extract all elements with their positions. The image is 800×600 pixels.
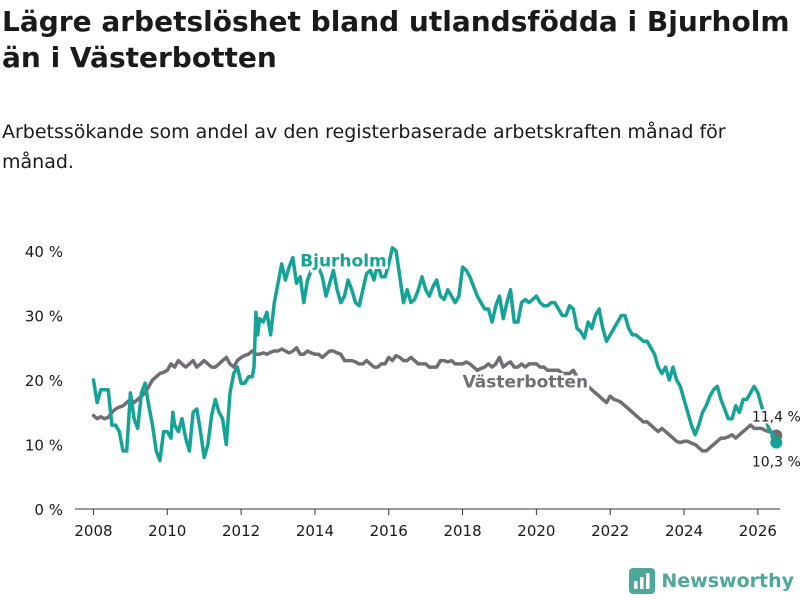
x-tick-label: 2026 [739,522,777,540]
bar-chart-icon [629,568,656,594]
x-tick-label: 2022 [591,522,629,540]
chart-subtitle: Arbetssökande som andel av den registerb… [2,121,726,173]
y-tick-label: 20 % [25,372,63,390]
x-tick-label: 2016 [370,522,408,540]
x-tick-label: 2012 [222,522,260,540]
x-tick-label: 2008 [74,522,112,540]
newsworthy-logo: Newsworthy [629,568,794,594]
series-line-vasterbotten [91,346,779,453]
x-tick-label: 2014 [296,522,334,540]
x-tick-label: 2020 [517,522,555,540]
x-tick-label: 2018 [443,522,481,540]
y-tick-label: 0 % [34,501,63,519]
x-tick-label: 2010 [148,522,186,540]
end-value-label-vasterbotten: 11,4 % [752,409,800,425]
series-line-bjurholm [91,246,779,463]
y-tick-label: 30 % [25,308,63,326]
chart-title: Lägre arbetslöshet bland utlandsfödda i … [2,5,790,74]
y-tick-label: 10 % [25,437,63,455]
end-point-bjurholm [770,436,783,449]
series-label-bjurholm: Bjurholm [300,251,387,271]
brand-name: Newsworthy [661,570,794,592]
x-tick-label: 2024 [665,522,703,540]
series-label-vasterbotten: Västerbotten [463,373,589,393]
y-tick-label: 40 % [25,243,63,261]
end-value-label-bjurholm: 10,3 % [752,455,800,471]
